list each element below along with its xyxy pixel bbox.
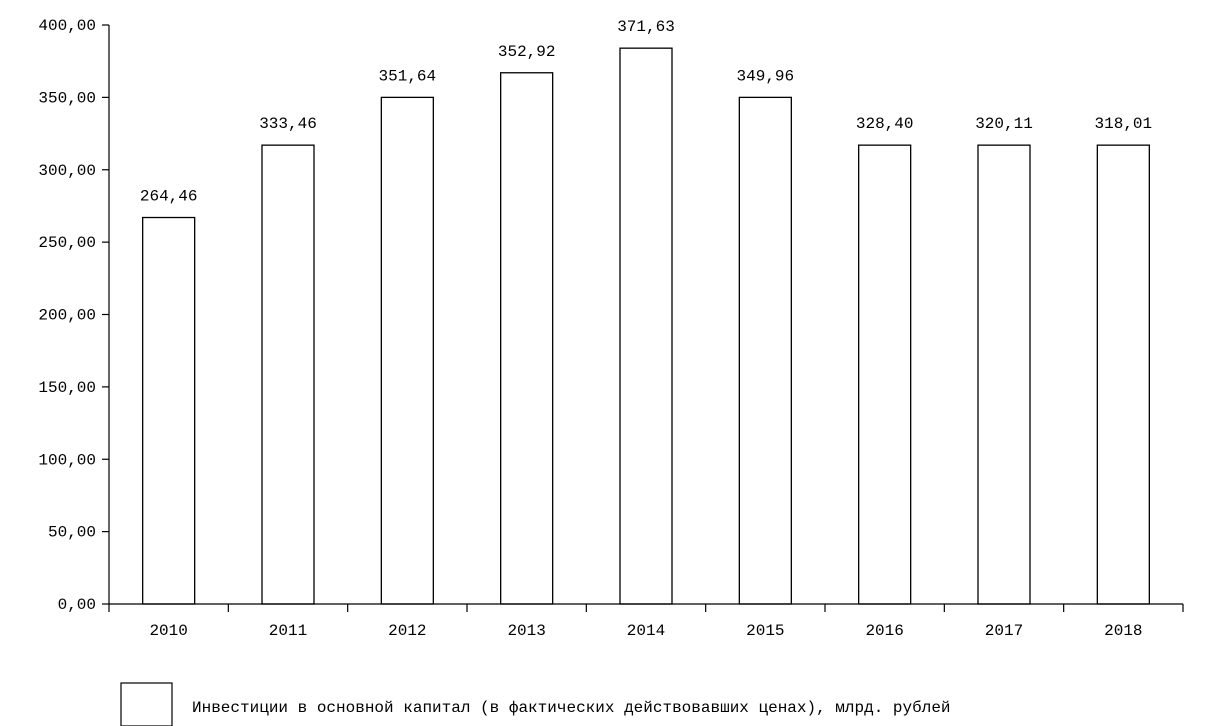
y-tick-label: 300,00	[38, 162, 96, 180]
bar-value-label: 351,64	[379, 67, 437, 85]
x-tick-label: 2017	[985, 622, 1023, 640]
y-tick-label: 50,00	[48, 524, 96, 542]
bar-value-label: 264,46	[140, 188, 198, 206]
bar-2013	[500, 72, 554, 605]
x-tick-label: 2012	[388, 622, 426, 640]
y-tick-label: 400,00	[38, 17, 96, 35]
legend: Инвестиции в основной капитал (в фактиче…	[120, 682, 951, 726]
x-tick-label: 2013	[507, 622, 545, 640]
y-tick-label: 150,00	[38, 379, 96, 397]
bars	[142, 47, 1150, 605]
bar-value-label: 352,92	[498, 43, 556, 61]
bar-2011	[261, 144, 315, 605]
y-tick-label: 0,00	[58, 596, 96, 614]
x-tick-label: 2016	[865, 622, 903, 640]
y-tick-label: 200,00	[38, 307, 96, 325]
bar-value-labels: 264,46 333,46 351,64 352,92 371,63 349,96 328,…	[140, 18, 1152, 205]
y-tick-label: 100,00	[38, 451, 96, 469]
bar-2014	[619, 47, 673, 605]
x-tick-label: 2010	[149, 622, 187, 640]
y-axis-ticks: 0,00 50,00 100,00 150,00 200,00 250,00 300,00 3…	[38, 17, 109, 614]
bar-value-label: 320,11	[975, 115, 1033, 133]
x-tick-label: 2014	[627, 622, 665, 640]
x-tick-label: 2015	[746, 622, 784, 640]
bar-2016	[858, 144, 912, 605]
bar-2015	[738, 96, 792, 605]
bar-value-label: 333,46	[259, 115, 317, 133]
bar-2018	[1096, 144, 1150, 605]
legend-label: Инвестиции в основной капитал (в фактиче…	[192, 699, 951, 717]
bar-2010	[142, 216, 196, 605]
bar-value-label: 318,01	[1095, 115, 1153, 133]
y-tick-label: 350,00	[38, 89, 96, 107]
y-tick-label: 250,00	[38, 234, 96, 252]
x-tick-label: 2018	[1104, 622, 1142, 640]
bar-value-label: 371,63	[617, 18, 675, 36]
x-tick-label: 2011	[269, 622, 307, 640]
bar-value-label: 349,96	[737, 67, 795, 85]
bar-2017	[977, 144, 1031, 605]
legend-swatch	[120, 682, 173, 726]
x-axis-ticks: 2010 2011 2012 2013 2014 2015 2016 2017 2018	[108, 604, 1184, 640]
bar-2012	[380, 96, 434, 605]
bar-value-label: 328,40	[856, 115, 914, 133]
